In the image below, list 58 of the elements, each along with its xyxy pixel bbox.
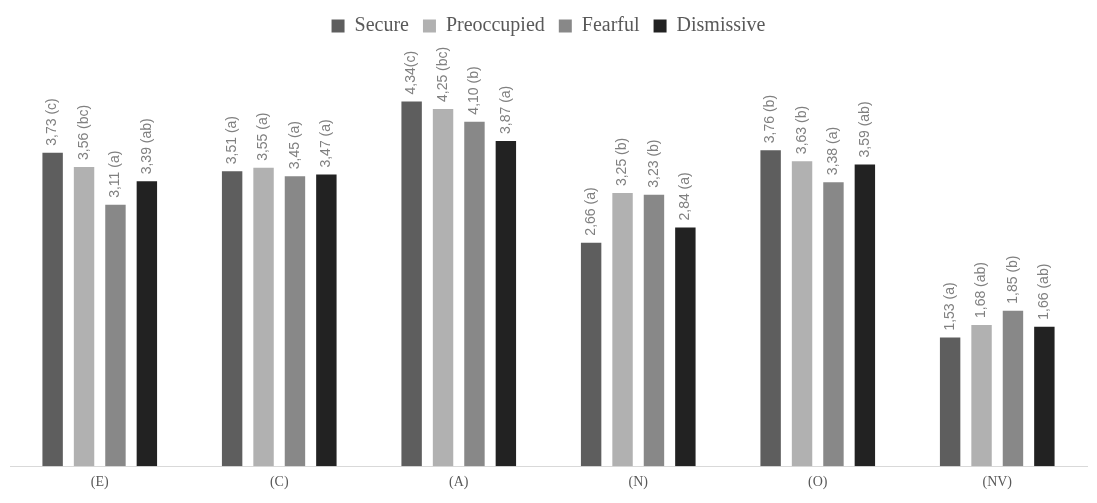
bar	[42, 152, 63, 467]
x-tick-label: (NV)	[982, 474, 1013, 491]
bar	[675, 227, 696, 467]
data-label: 3,11 (a)	[106, 150, 123, 198]
data-label: 3,76 (b)	[761, 94, 778, 144]
bar	[939, 337, 961, 467]
data-label: 3,59 (ab)	[855, 101, 872, 158]
data-label: 3,39 (ab)	[137, 118, 154, 175]
bar	[791, 161, 813, 467]
bar	[284, 176, 306, 467]
bar	[823, 182, 844, 467]
data-label: 3,63 (b)	[792, 105, 809, 155]
bar	[1034, 326, 1055, 467]
data-label: 4,25 (bc)	[433, 46, 450, 103]
data-label: 1,68 (ab)	[972, 261, 989, 319]
data-label: 3,25 (b)	[613, 137, 630, 187]
data-label: 3,56 (bc)	[74, 104, 91, 161]
data-label: 3,47 (a)	[317, 119, 334, 168]
legend-label: Secure	[354, 13, 410, 36]
data-label: 2,66 (a)	[581, 187, 598, 236]
data-label: 1,85 (b)	[1003, 255, 1020, 304]
data-label: 3,87 (a)	[496, 85, 513, 134]
bar	[971, 325, 992, 467]
data-label: 1,66 (ab)	[1035, 263, 1052, 320]
bar	[136, 181, 158, 467]
data-label: 3,45 (a)	[285, 121, 302, 170]
data-label: 3,51 (a)	[222, 115, 239, 165]
bar	[854, 164, 876, 467]
x-tick-label: (O)	[808, 474, 828, 491]
bar	[432, 109, 454, 467]
bar	[612, 193, 633, 467]
bar	[401, 101, 422, 467]
x-tick-label: (C)	[269, 474, 289, 491]
bar	[464, 121, 485, 467]
bar	[316, 174, 337, 467]
legend-label: Dismissive	[676, 13, 766, 36]
data-label: 1,53 (a)	[940, 282, 957, 331]
data-label: 4,10 (b)	[465, 66, 482, 115]
bar	[73, 167, 95, 467]
data-label: 4,34(c)	[402, 50, 419, 95]
bar	[495, 140, 517, 467]
data-label: 3,38 (a)	[824, 126, 841, 176]
legend-label: Fearful	[581, 13, 640, 36]
data-label: 3,55 (a)	[254, 112, 271, 161]
bar	[760, 150, 781, 467]
data-label: 2,84 (a)	[676, 172, 693, 221]
legend-label: Preoccupied	[445, 13, 545, 37]
bar	[643, 194, 665, 467]
x-tick-label: (N)	[628, 474, 649, 491]
x-tick-label: (E)	[90, 474, 110, 491]
bar	[580, 242, 602, 467]
data-label: 3,23 (b)	[644, 139, 661, 188]
bar	[105, 204, 126, 467]
bar	[221, 171, 243, 467]
bar	[253, 167, 274, 467]
bar	[1002, 310, 1024, 467]
x-tick-label: (A)	[449, 474, 469, 491]
data-label: 3,73 (c)	[43, 98, 60, 146]
